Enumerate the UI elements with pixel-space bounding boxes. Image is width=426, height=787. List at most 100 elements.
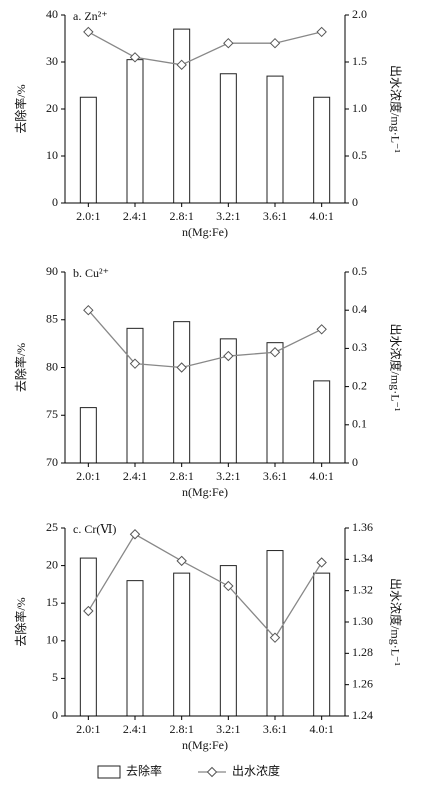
- panel-title: b. Cu²⁺: [73, 266, 109, 280]
- x-tick-label: 4.0:1: [309, 209, 333, 223]
- panel-title: a. Zn²⁺: [73, 9, 108, 23]
- y-tick-label: 25: [46, 520, 58, 534]
- marker: [129, 52, 141, 63]
- y-axis-label: 去除率/%: [13, 84, 28, 133]
- y-tick-label: 20: [46, 101, 58, 115]
- y-tick-label: 70: [46, 455, 58, 469]
- x-tick-label: 2.0:1: [76, 209, 100, 223]
- y2-tick-label: 1.26: [352, 676, 373, 690]
- y2-tick-label: 0.5: [352, 148, 367, 162]
- marker: [176, 59, 187, 71]
- line: [87, 533, 323, 639]
- marker: [83, 304, 94, 316]
- bar: [126, 327, 144, 464]
- marker: [269, 347, 281, 358]
- y2-tick-label: 1.0: [352, 101, 367, 115]
- y2-tick-label: 0.4: [352, 302, 367, 316]
- x-tick-label: 2.4:1: [123, 469, 147, 483]
- marker: [129, 358, 141, 369]
- legend-label: 出水浓度: [232, 763, 280, 778]
- x-tick-label: 2.0:1: [76, 722, 100, 736]
- x-tick-label: 3.6:1: [263, 722, 287, 736]
- x-tick-label: 4.0:1: [309, 469, 333, 483]
- y2-tick-label: 0: [352, 455, 358, 469]
- y2-tick-label: 0: [352, 195, 358, 209]
- legend-marker: [206, 766, 218, 778]
- marker: [316, 26, 327, 38]
- marker: [269, 632, 281, 643]
- y-tick-label: 90: [46, 264, 58, 278]
- y2-tick-label: 1.34: [352, 551, 373, 565]
- x-axis-label: n(Mg:Fe): [182, 225, 228, 239]
- x-tick-label: 2.8:1: [169, 209, 193, 223]
- y2-axis-label: 出水浓度/mg·L⁻¹: [388, 578, 403, 666]
- bar: [173, 321, 191, 464]
- x-tick-label: 3.2:1: [216, 469, 240, 483]
- marker: [129, 529, 141, 540]
- bar: [79, 557, 97, 717]
- bar: [173, 572, 191, 717]
- y2-tick-label: 0.5: [352, 264, 367, 278]
- line: [88, 31, 322, 66]
- marker: [316, 557, 327, 568]
- y2-tick-label: 1.28: [352, 645, 373, 659]
- bar: [79, 407, 97, 464]
- y-tick-label: 30: [46, 54, 58, 68]
- y2-tick-label: 2.0: [352, 7, 367, 21]
- legend-label: 去除率: [126, 763, 162, 778]
- marker: [223, 580, 234, 592]
- x-tick-label: 3.6:1: [263, 469, 287, 483]
- y-tick-label: 0: [52, 708, 58, 722]
- bar: [313, 572, 331, 717]
- x-tick-label: 2.8:1: [169, 722, 193, 736]
- x-axis-label: n(Mg:Fe): [182, 738, 228, 752]
- marker: [223, 37, 234, 49]
- y2-axis-label: 出水浓度/mg·L⁻¹: [388, 65, 403, 153]
- line: [87, 309, 322, 369]
- y-tick-label: 75: [46, 407, 58, 421]
- x-axis-label: n(Mg:Fe): [182, 485, 228, 499]
- y2-tick-label: 0.2: [352, 378, 367, 392]
- y-tick-label: 10: [46, 633, 58, 647]
- legend-bar-swatch: [97, 765, 121, 779]
- panel-title: c. Cr(Ⅵ): [73, 522, 116, 536]
- bar: [79, 96, 97, 204]
- marker: [83, 26, 94, 38]
- y-axis-label: 去除率/%: [13, 597, 28, 646]
- bar: [173, 28, 191, 204]
- marker: [223, 350, 234, 362]
- marker: [176, 362, 187, 373]
- marker: [316, 324, 327, 335]
- bar: [313, 380, 331, 464]
- bar: [313, 96, 331, 204]
- y-tick-label: 0: [52, 195, 58, 209]
- y-tick-label: 15: [46, 595, 58, 609]
- y2-tick-label: 0.1: [352, 417, 367, 431]
- y2-tick-label: 1.30: [352, 614, 373, 628]
- x-tick-label: 2.4:1: [123, 209, 147, 223]
- marker: [269, 37, 281, 49]
- y2-axis-label: 出水浓度/mg·L⁻¹: [388, 324, 403, 412]
- bar: [126, 59, 144, 204]
- y-tick-label: 85: [46, 312, 58, 326]
- x-tick-label: 2.8:1: [169, 469, 193, 483]
- bar: [266, 75, 284, 204]
- y-tick-label: 5: [52, 670, 58, 684]
- x-tick-label: 4.0:1: [309, 722, 333, 736]
- bar: [266, 342, 284, 464]
- y-axis-label: 去除率/%: [13, 343, 28, 392]
- bar: [219, 73, 237, 204]
- y-tick-label: 40: [46, 7, 58, 21]
- y2-tick-label: 1.24: [352, 708, 373, 722]
- x-tick-label: 3.2:1: [216, 209, 240, 223]
- bar: [126, 580, 144, 717]
- x-tick-label: 3.6:1: [263, 209, 287, 223]
- x-tick-label: 2.0:1: [76, 469, 100, 483]
- y-tick-label: 10: [46, 148, 58, 162]
- y2-tick-label: 1.5: [352, 54, 367, 68]
- y-tick-label: 80: [46, 359, 58, 373]
- y2-tick-label: 1.32: [352, 582, 373, 596]
- y2-tick-label: 0.3: [352, 340, 367, 354]
- marker: [176, 555, 187, 567]
